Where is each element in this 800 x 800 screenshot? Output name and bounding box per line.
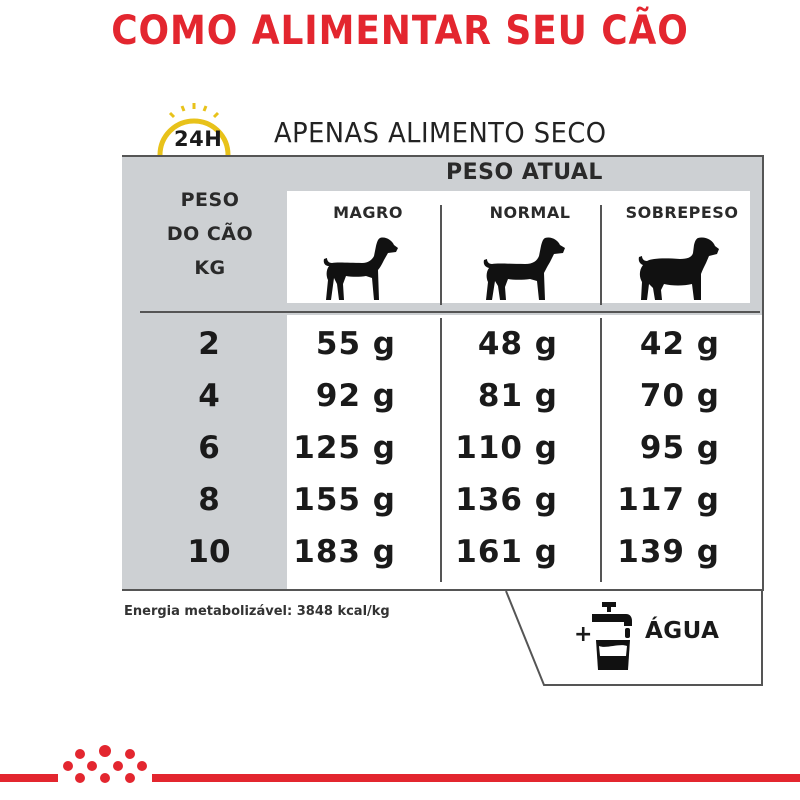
cell-normal: 161 g xyxy=(455,534,558,570)
water-label: ÁGUA xyxy=(645,618,720,644)
column-header-normal: NORMAL xyxy=(489,203,571,222)
cell-normal: 81 g xyxy=(477,378,558,414)
cell-normal: 136 g xyxy=(455,482,558,518)
row-kg-2: 2 xyxy=(198,326,220,362)
water-panel xyxy=(505,590,763,686)
row-kg-4: 4 xyxy=(198,378,220,414)
row-header-line-1: PESO xyxy=(180,189,240,211)
row-kg-6: 6 xyxy=(198,430,220,466)
body-divider-2 xyxy=(600,318,602,582)
water-tap-icon xyxy=(592,602,632,670)
row-header-panel xyxy=(122,157,287,589)
clock-label: 24H xyxy=(174,127,223,151)
group-header-band xyxy=(287,157,762,191)
cell-sobrepeso: 139 g xyxy=(617,534,720,570)
cell-magro: 125 g xyxy=(293,430,396,466)
cell-magro: 183 g xyxy=(293,534,396,570)
cell-magro: 92 g xyxy=(315,378,396,414)
row-kg-10: 10 xyxy=(187,534,231,570)
row-kg-8: 8 xyxy=(198,482,220,518)
clock-icon xyxy=(157,103,231,156)
plus-sign: + xyxy=(574,622,593,647)
column-header-magro: MAGRO xyxy=(333,203,403,222)
cell-magro: 55 g xyxy=(315,326,396,362)
row-header-line-2: DO CÃO xyxy=(166,223,254,245)
bottom-red-line xyxy=(0,774,800,782)
page-title: COMO ALIMENTAR SEU CÃO xyxy=(111,8,689,54)
royal-canin-crown-logo xyxy=(58,745,152,790)
header-divider-2 xyxy=(600,205,602,305)
header-separator xyxy=(140,311,760,313)
overweight-dog-icon xyxy=(638,237,719,300)
group-header-label: PESO ATUAL xyxy=(446,160,603,185)
cell-magro: 155 g xyxy=(293,482,396,518)
thin-dog-icon xyxy=(323,237,398,300)
header-divider-1 xyxy=(440,205,442,305)
cell-sobrepeso: 95 g xyxy=(639,430,720,466)
energy-footnote: Energia metabolizável: 3848 kcal/kg xyxy=(124,604,390,619)
normal-dog-icon xyxy=(483,237,565,300)
header-bottom-strip xyxy=(287,303,762,315)
subtitle: APENAS ALIMENTO SECO xyxy=(274,116,607,149)
cell-normal: 48 g xyxy=(477,326,558,362)
cell-sobrepeso: 117 g xyxy=(617,482,720,518)
row-header-line-3: KG xyxy=(194,257,226,279)
header-right-strip xyxy=(750,191,762,311)
cell-sobrepeso: 42 g xyxy=(639,326,720,362)
cell-normal: 110 g xyxy=(455,430,558,466)
column-header-sobrepeso: SOBREPESO xyxy=(625,203,739,222)
cell-sobrepeso: 70 g xyxy=(639,378,720,414)
body-divider-1 xyxy=(440,318,442,582)
